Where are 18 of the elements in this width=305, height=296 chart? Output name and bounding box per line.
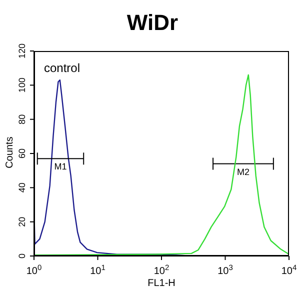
chart-title: WiDr [126, 10, 180, 36]
x-tick-label: 10$^{3}$ [218, 262, 233, 277]
y-tick-label: 20 [17, 216, 27, 227]
series-label: M1 [54, 162, 67, 172]
x-tick-label: 10$^{4}$ [281, 262, 297, 277]
y-axis-title: Counts [4, 135, 16, 170]
y-tick-label: 40 [17, 182, 27, 193]
x-tick-label: 10$^{1}$ [90, 262, 106, 277]
y-tick-label: 100 [17, 78, 27, 93]
y-tick-label: 0 [17, 253, 27, 259]
x-tick-label: 10$^{0}$ [26, 262, 42, 277]
y-tick-label: 120 [17, 43, 27, 59]
series-label: M2 [236, 166, 250, 177]
y-tick-label: 60 [17, 148, 27, 159]
annotation: control [44, 61, 80, 75]
x-axis-title: FL1-H [146, 278, 176, 289]
x-tick-label: 10$^{2}$ [154, 262, 170, 277]
y-tick-label: 80 [17, 114, 27, 124]
